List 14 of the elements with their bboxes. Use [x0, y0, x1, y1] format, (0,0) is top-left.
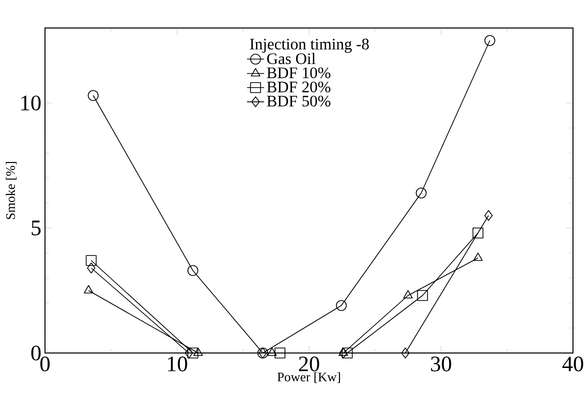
legend-label: BDF 10% [266, 67, 330, 78]
y-axis-title: Smoke [%] [6, 162, 17, 220]
x-tick-label: 10 [168, 356, 188, 372]
legend-title: Injection timing -8 [250, 38, 369, 53]
legend-label: Gas Oil [267, 52, 316, 64]
legend-label: BDF 50% [266, 96, 330, 107]
x-tick-label: 30 [431, 356, 452, 372]
x-axis-title: Power [Kw] [277, 372, 340, 384]
y-tick-label: 0 [31, 346, 41, 360]
y-tick-label: 5 [32, 220, 41, 236]
x-tick-label: 40 [562, 356, 584, 372]
x-tick-label: 20 [298, 356, 320, 372]
legend-label: BDF 20% [266, 82, 330, 92]
y-tick-label: 10 [21, 96, 41, 110]
